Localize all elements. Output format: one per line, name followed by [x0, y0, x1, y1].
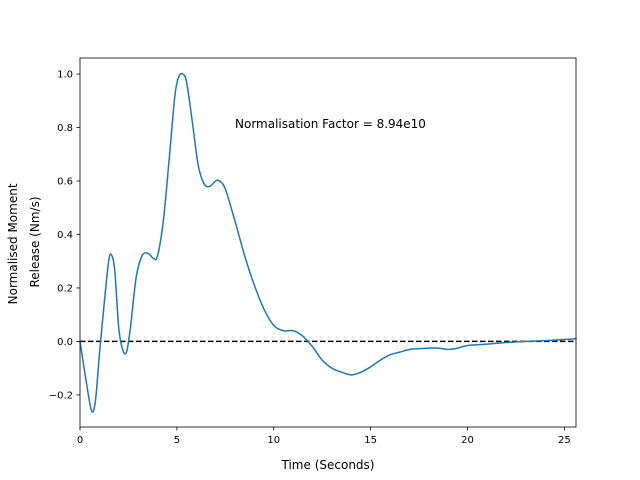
x-axis-ticks: 0 5 10 15 20 25 — [77, 427, 571, 446]
y-axis-ticks: −0.2 0.0 0.2 0.4 0.6 0.8 1.0 — [49, 70, 80, 402]
x-tick-label: 10 — [267, 435, 280, 446]
plot-frame — [79, 57, 577, 428]
y-tick-label: 1.0 — [57, 70, 73, 81]
plot-area — [80, 58, 576, 427]
y-tick-label: 0.0 — [57, 337, 73, 348]
series-group — [79, 72, 577, 413]
series-line-0 — [79, 72, 577, 413]
y-axis-title: Normalised Moment Release (Nm/s) — [6, 180, 42, 305]
y-axis-title-line-2: Release (Nm/s) — [28, 196, 42, 287]
y-tick-label: 0.2 — [57, 284, 73, 295]
x-tick-label: 5 — [174, 435, 180, 446]
y-tick-label: 0.8 — [57, 123, 73, 134]
x-tick-label: 20 — [461, 435, 474, 446]
normalisation-annotation: Normalisation Factor = 8.94e10 — [235, 117, 426, 131]
y-tick-label: −0.2 — [49, 391, 73, 402]
x-tick-label: 25 — [558, 435, 571, 446]
x-tick-label: 0 — [77, 435, 83, 446]
x-tick-label: 15 — [364, 435, 377, 446]
y-tick-label: 0.4 — [57, 230, 73, 241]
y-axis-title-line-1: Normalised Moment — [6, 183, 20, 304]
y-tick-label: 0.6 — [57, 177, 73, 188]
x-axis-title: Time (Seconds) — [281, 458, 375, 472]
